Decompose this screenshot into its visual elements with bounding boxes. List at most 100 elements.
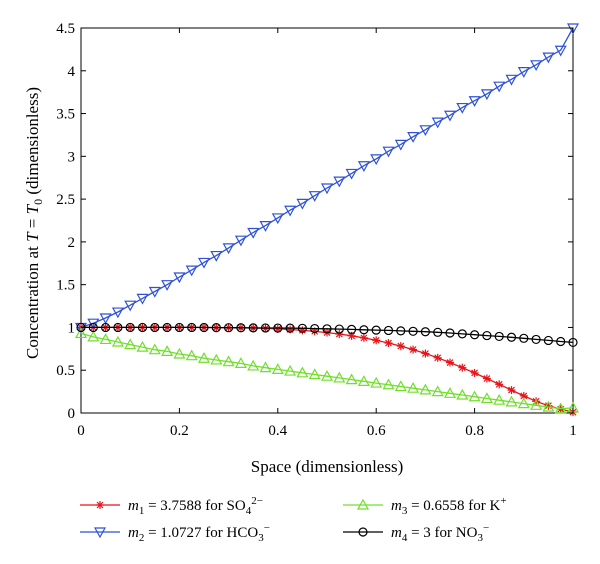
data-point-m3	[161, 345, 174, 356]
y-tick-label: 0.5	[56, 363, 75, 379]
data-point-m3	[345, 373, 358, 385]
data-point-m4	[137, 322, 148, 333]
data-point-m4	[273, 323, 283, 333]
data-point-m3	[456, 388, 469, 400]
data-point-m4	[334, 324, 344, 334]
data-point-m2	[173, 272, 186, 284]
data-point-m3	[271, 363, 284, 374]
data-point-m4	[236, 323, 246, 333]
data-point-m3	[554, 402, 567, 414]
data-point-m2	[185, 265, 198, 277]
data-point-m4	[556, 336, 566, 347]
plot-area	[80, 27, 574, 414]
data-point-m4	[408, 326, 418, 336]
data-point-m2	[517, 67, 530, 78]
data-point-m1	[359, 333, 368, 342]
data-point-m3	[185, 349, 198, 361]
data-point-m4	[519, 333, 529, 343]
data-point-m2	[370, 154, 383, 166]
y-tick-label: 1	[68, 320, 76, 336]
data-point-m1	[384, 339, 393, 348]
data-point-m4	[125, 322, 135, 333]
data-point-m4	[506, 332, 517, 342]
data-point-m3	[222, 355, 235, 367]
y-axis-label: Concentration at T = T0 (dimensionless)	[23, 87, 45, 359]
data-point-m2	[111, 307, 124, 319]
data-point-m4	[113, 322, 123, 333]
legend: m1 = 3.7588 for SO42− m2 = 1.0727 for HCO…	[80, 495, 507, 544]
data-point-m2	[394, 139, 407, 151]
data-point-m1	[507, 386, 516, 395]
y-tick-label: 3.5	[56, 107, 75, 123]
data-point-m2	[161, 280, 174, 291]
data-point-m2	[554, 45, 567, 57]
x-axis-label: Space (dimensionless)	[251, 457, 404, 476]
data-point-m4	[224, 323, 234, 333]
data-point-m4	[568, 337, 578, 348]
data-point-m1	[335, 330, 344, 339]
legend-label-m2: m2 = 1.0727 for HCO3−	[128, 522, 270, 544]
data-point-m4	[494, 331, 504, 342]
data-point-m2	[136, 293, 149, 305]
x-tick-label: 0.6	[367, 423, 386, 439]
data-point-m2	[333, 176, 346, 188]
x-tick-label: 0	[77, 423, 85, 439]
data-point-m3	[370, 376, 383, 388]
data-point-m3	[542, 400, 555, 412]
x-tick-label: 0.2	[170, 423, 189, 439]
data-point-m4	[260, 323, 271, 333]
legend-label-m1: m1 = 3.7588 for SO42−	[128, 495, 263, 517]
data-point-m4	[445, 328, 455, 338]
plot-frame	[80, 27, 574, 414]
data-point-m3	[320, 369, 334, 381]
data-point-m2	[296, 198, 309, 210]
data-point-m1	[421, 349, 430, 358]
data-point-m3	[74, 327, 88, 339]
data-point-m2	[271, 213, 284, 225]
data-point-m2	[99, 313, 112, 325]
data-point-m4	[543, 335, 554, 346]
legend-item-m3: m3 = 0.6558 for K+	[343, 495, 507, 517]
data-point-m3	[87, 330, 100, 342]
data-point-m2	[234, 235, 247, 247]
ticks-layer: 0 0.2 0.4 0.6 0.8 1 0 0.5 1 1.5 2 2.5 3 3.5 4 4.5	[56, 21, 577, 439]
data-point-m1	[482, 374, 491, 383]
data-point-m2	[431, 117, 444, 129]
data-point-m2	[345, 168, 358, 180]
data-point-m3	[431, 385, 444, 397]
data-point-m3	[333, 371, 346, 383]
legend-label-m3: m3 = 0.6558 for K+	[391, 495, 507, 517]
x-tick-label: 1	[569, 423, 577, 439]
data-point-m4	[199, 322, 209, 333]
data-point-m3	[247, 359, 260, 371]
series-layer	[74, 23, 580, 417]
data-point-m3	[505, 395, 518, 407]
y-tick-label: 2	[68, 235, 76, 251]
y-tick-label: 4.5	[56, 21, 75, 37]
data-point-m3	[382, 378, 395, 390]
data-point-m3	[234, 357, 247, 368]
data-point-m1	[396, 342, 405, 351]
data-point-m2	[210, 250, 223, 262]
data-point-m3	[111, 335, 124, 347]
data-point-m4	[162, 322, 172, 333]
data-point-m3	[517, 397, 530, 409]
data-point-m4	[347, 324, 357, 335]
data-point-m3	[530, 399, 543, 410]
legend-label-m4: m4 = 3 for NO3−	[391, 522, 489, 544]
data-point-m2	[443, 110, 457, 122]
data-point-m3	[419, 383, 432, 395]
data-point-m4	[174, 322, 184, 333]
y-tick-label: 4	[68, 64, 76, 80]
data-point-m4	[310, 323, 320, 334]
legend-marker-m1	[96, 501, 104, 509]
data-point-m2	[357, 161, 370, 172]
data-point-m3	[136, 340, 149, 352]
data-point-m2	[542, 52, 555, 64]
data-point-m1	[372, 336, 381, 345]
data-point-m1	[347, 331, 356, 340]
y-tick-label: 3	[68, 149, 76, 165]
data-point-m2	[407, 132, 420, 143]
data-point-m4	[285, 323, 295, 333]
